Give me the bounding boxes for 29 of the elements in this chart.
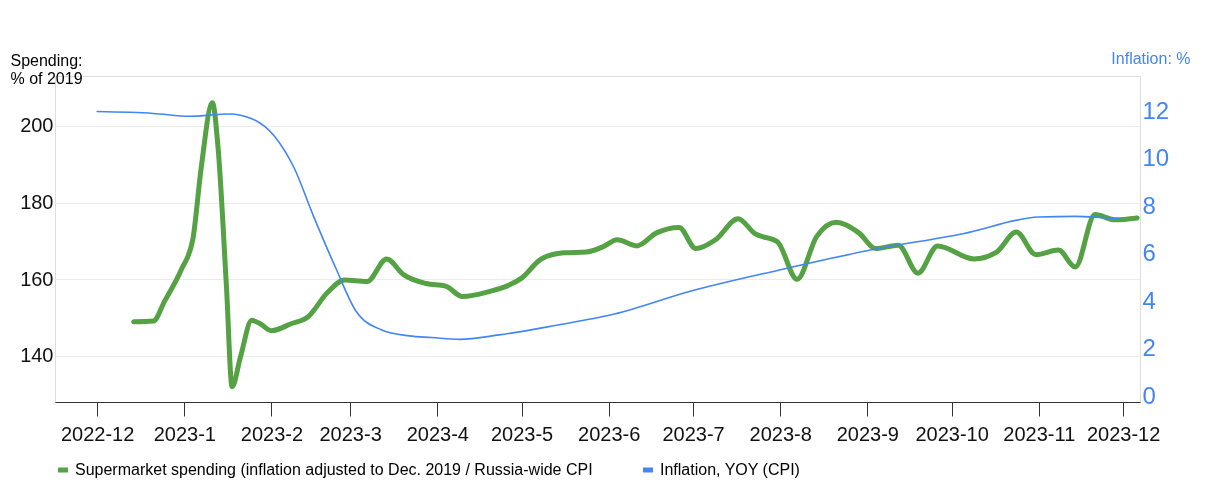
- x-tick-label: 2023-11: [1003, 422, 1076, 445]
- y-tick-label: 200: [20, 114, 54, 137]
- x-tick-label: 2023-4: [406, 422, 469, 445]
- line-series: [96, 110, 1122, 341]
- x-tick-label: 2023-10: [915, 422, 989, 445]
- y2-tick-label: 0: [1142, 381, 1156, 409]
- y2-tick-label: 4: [1142, 286, 1156, 314]
- y-tick-label: 160: [20, 267, 54, 290]
- y-axis-title: Spending: % of 2019: [10, 51, 83, 87]
- y2-axis-title: Inflation: %: [1111, 49, 1191, 67]
- y2-tick-label: 8: [1142, 191, 1156, 219]
- y2-tick-label: 10: [1142, 144, 1170, 172]
- x-tick-label: 2022-12: [60, 422, 135, 445]
- legend-label: Inflation, YOY (CPI): [660, 461, 800, 478]
- y2-tick-label: 6: [1142, 239, 1156, 267]
- x-tick-label: 2023-2: [240, 422, 304, 445]
- x-tick-label: 2023-9: [836, 422, 899, 445]
- x-tick-label: 2023-12: [1086, 422, 1161, 445]
- x-tick-label: 2023-5: [490, 422, 554, 445]
- x-tick-label: 2023-6: [578, 422, 641, 445]
- y2-tick-label: 12: [1142, 97, 1170, 125]
- x-tick-label: 2023-8: [749, 422, 812, 445]
- y2-tick-label: 2: [1142, 334, 1156, 362]
- y-tick-label: 180: [20, 191, 54, 214]
- x-tick-label: 2023-7: [662, 422, 725, 445]
- x-tick-label: 2023-1: [153, 422, 216, 445]
- x-tick-label: 2023-3: [319, 422, 382, 445]
- legend-label: Supermarket spending (inflation adjusted to Dec. 2019 / Russia-wide CPI: [75, 461, 593, 478]
- y-tick-label: 140: [20, 344, 54, 367]
